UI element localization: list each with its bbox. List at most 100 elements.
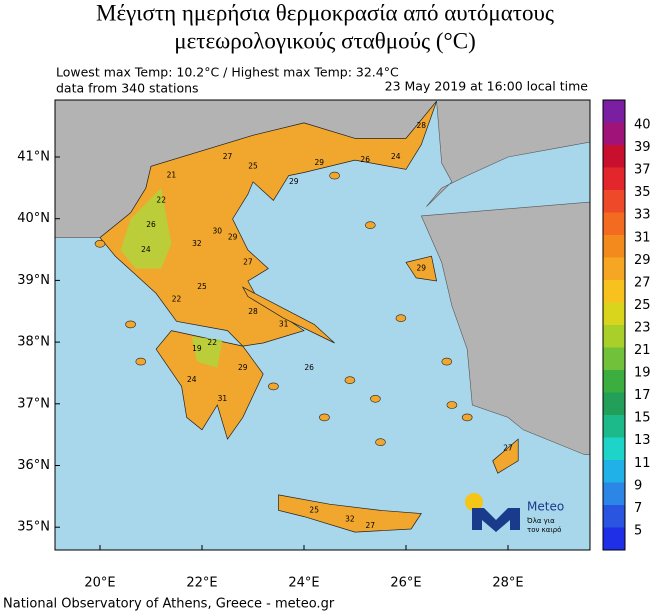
neighbour-land (420, 201, 590, 455)
station-value: 32 (192, 239, 202, 248)
title-line: μετεωρολογικούς σταθμούς (°C) (174, 28, 475, 53)
station-value: 27 (243, 257, 253, 266)
station-value: 27 (223, 152, 233, 161)
station-value: 21 (167, 171, 177, 180)
station-value: 32 (345, 515, 355, 524)
station-value: 31 (279, 319, 289, 328)
colorbar-label: 27 (634, 275, 650, 290)
logo-mark (472, 508, 520, 532)
greece-land (492, 438, 519, 474)
colorbar-label: 5 (634, 523, 642, 538)
island (364, 221, 376, 229)
island (446, 401, 458, 409)
station-value: 29 (417, 264, 427, 273)
lat-label: 37°N (17, 396, 50, 411)
station-value: 25 (248, 161, 258, 170)
station-value: 28 (417, 121, 427, 130)
colorbar-label: 29 (634, 253, 650, 268)
info-text: data from 340 stations (56, 81, 199, 96)
info-text: 23 May 2019 at 16:00 local time (385, 79, 589, 94)
colorbar-segment (603, 415, 625, 438)
lat-label: 36°N (17, 458, 50, 473)
info-text: Lowest max Temp: 10.2°C / Highest max Te… (56, 65, 399, 80)
lat-label: 38°N (17, 335, 50, 350)
colorbar-segment (603, 100, 625, 123)
colorbar-segment (603, 325, 625, 348)
island (94, 240, 106, 248)
station-value: 19 (192, 344, 202, 353)
station-value: 26 (360, 155, 370, 164)
colorbar-label: 11 (634, 456, 650, 471)
island (125, 320, 136, 329)
lon-label: 24°E (288, 576, 319, 591)
colorbar-segment (603, 257, 625, 281)
colorbar-label: 31 (634, 230, 650, 245)
island (461, 413, 473, 422)
colorbar-segment (603, 437, 625, 461)
colorbar-segment (603, 280, 625, 303)
colorbar-label: 19 (634, 366, 650, 381)
station-value: 22 (172, 295, 182, 304)
colorbar-segment (603, 347, 625, 371)
island (395, 314, 407, 323)
logo-sun (465, 493, 483, 511)
station-value: 30 (213, 226, 223, 235)
station-value: 25 (309, 505, 319, 514)
island (344, 376, 356, 385)
title-line: Μέγιστη ημερήσια θερμοκρασία από αυτόματ… (96, 0, 554, 25)
station-value: 27 (503, 443, 513, 452)
island (268, 382, 279, 391)
lat-label: 40°N (17, 211, 50, 226)
colorbar-segment (603, 370, 625, 393)
colorbar-label: 40 (634, 118, 650, 133)
colorbar-segment (603, 212, 625, 236)
greece-land (241, 286, 335, 344)
lat-label: 35°N (17, 520, 50, 535)
station-value: 28 (248, 307, 258, 316)
station-value: 22 (156, 195, 166, 204)
greece-land (405, 255, 438, 282)
island (319, 413, 330, 422)
colorbar-label: 7 (634, 501, 642, 516)
lon-label: 22°E (186, 576, 217, 591)
colorbar-segment (603, 527, 625, 551)
logo-slogan: τον καιρό (527, 526, 561, 534)
station-value: 24 (141, 245, 151, 254)
colorbar-label: 23 (634, 320, 650, 335)
colorbar-segment (603, 235, 625, 258)
station-value: 24 (187, 375, 197, 384)
logo-name: Meteo (527, 500, 564, 514)
colorbar-label: 39 (634, 140, 650, 155)
colorbar-segment (603, 505, 625, 528)
island (329, 171, 340, 180)
lon-label: 26°E (390, 576, 421, 591)
station-value: 22 (207, 338, 217, 347)
colorbar-segment (603, 190, 625, 213)
colorbar-segment (603, 460, 625, 483)
lon-label: 28°E (492, 576, 523, 591)
island (441, 357, 453, 366)
colorbar-label: 13 (634, 433, 650, 448)
colorbar-label: 33 (634, 208, 650, 223)
colorbar-segment (603, 482, 625, 506)
footer: National Observatory of Athens, Greece -… (3, 597, 335, 612)
logo: Meteo Όλα για τον καιρό (465, 493, 564, 534)
greece-land (278, 494, 422, 533)
station-value: 27 (366, 521, 376, 530)
island (370, 394, 381, 403)
station-value: 31 (218, 394, 228, 403)
station-value: 24 (391, 152, 401, 161)
lat-label: 41°N (17, 150, 50, 165)
colorbar-label: 35 (634, 185, 650, 200)
lat-label: 39°N (17, 273, 50, 288)
colorbar-label: 17 (634, 388, 650, 403)
station-value: 25 (197, 282, 207, 291)
colorbar-segment (603, 392, 625, 416)
colorbar: 40 39 37 35 33 31 29 27 25 23 21 19 17 15 13 11 9 7 5 (602, 99, 650, 551)
cool-zone (120, 188, 172, 269)
greece-land (99, 100, 437, 347)
station-value: 29 (289, 177, 299, 186)
logo-slogan: Όλα για (526, 517, 555, 525)
station-value: 29 (315, 158, 325, 167)
